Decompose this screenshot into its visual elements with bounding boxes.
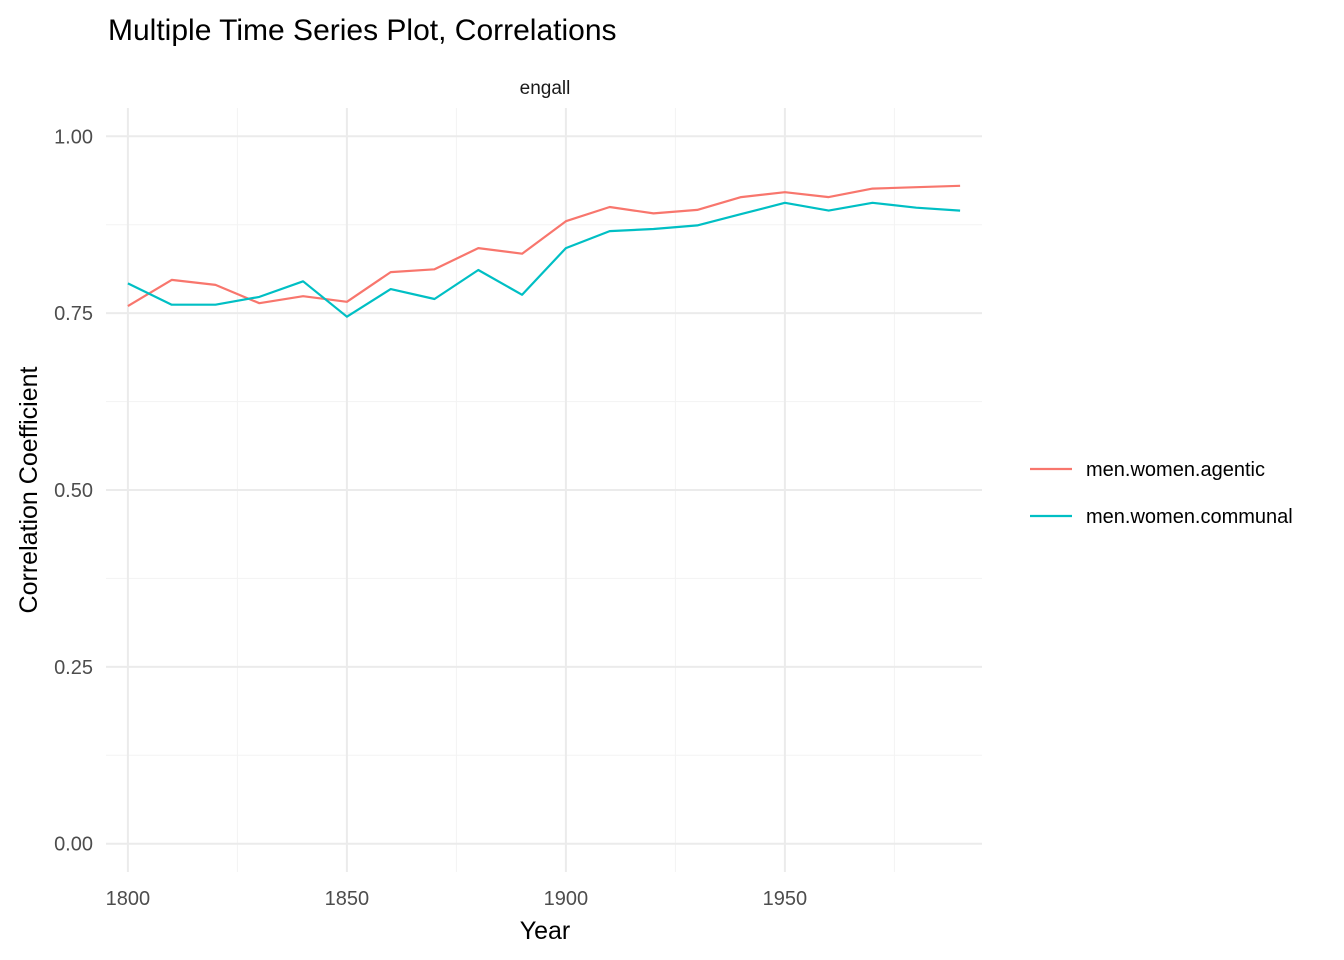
x-tick-label: 1900 — [544, 888, 589, 910]
x-axis-title: Year — [520, 917, 571, 945]
x-axis-ticks: 1800 1850 1900 1950 — [106, 888, 808, 910]
series-line-men-women-communal — [127, 201, 961, 318]
x-tick-label: 1800 — [106, 888, 151, 910]
y-axis-title: Correlation Coefficient — [15, 367, 43, 614]
x-tick-label: 1850 — [325, 888, 370, 910]
legend: men.women.agentic men.women.communal — [1030, 459, 1293, 528]
series-line-men-women-agentic — [127, 184, 961, 308]
y-axis-ticks: 0.00 0.25 0.50 0.75 1.00 — [54, 126, 93, 855]
y-tick-label: 0.75 — [54, 303, 93, 325]
x-tick-label: 1950 — [763, 888, 808, 910]
y-tick-label: 1.00 — [54, 126, 93, 148]
y-tick-label: 0.25 — [54, 657, 93, 679]
facet-label: engall — [520, 78, 571, 99]
y-tick-label: 0.50 — [54, 480, 93, 502]
legend-label: men.women.agentic — [1086, 459, 1265, 481]
legend-label: men.women.communal — [1086, 506, 1293, 528]
plot-lines — [127, 184, 961, 318]
y-tick-label: 0.00 — [54, 834, 93, 856]
plot-grid — [106, 108, 982, 872]
chart-title: Multiple Time Series Plot, Correlations — [108, 14, 617, 47]
